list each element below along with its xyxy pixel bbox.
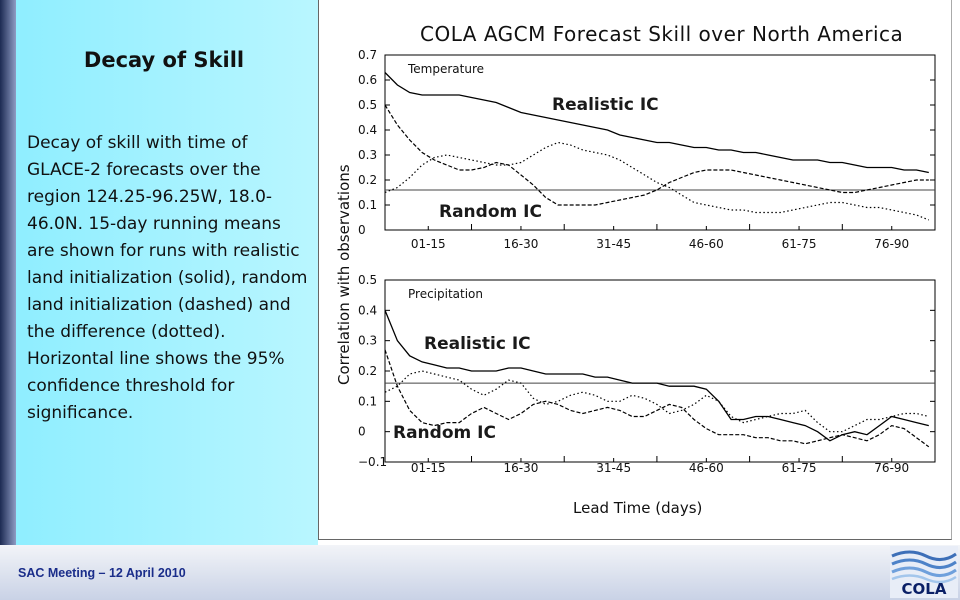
text-panel [16,0,318,545]
footer-bar [0,545,960,600]
precipitation-x-tick-label: 46-60 [689,461,724,475]
precipitation-x-tick-label: 76-90 [874,461,909,475]
temperature-dashed-line [384,104,929,206]
temperature-y-tick-label: 0.3 [358,148,377,162]
precipitation-y-tick-label: 0.2 [358,364,377,378]
temperature-annotation-random-ic: Random IC [439,202,542,222]
temperature-x-tick-label: 01-15 [411,237,446,251]
temperature-y-tick-label: 0.7 [358,48,377,62]
precipitation-annotation-random-ic: Random IC [393,423,496,443]
temperature-x-tick-label: 76-90 [874,237,909,251]
temperature-solid-line [384,72,929,174]
precipitation-x-tick-label: 31-45 [596,461,631,475]
chart-panel [318,0,952,540]
precipitation-y-tick-label: 0.5 [358,273,377,287]
cola-logo-text: COLA [902,580,947,598]
precipitation-y-tick-label: 0.1 [358,394,377,408]
temperature-x-tick-label: 46-60 [689,237,724,251]
precipitation-annotation-realistic-ic: Realistic IC [424,334,531,354]
temperature-annotation-realistic-ic: Realistic IC [552,95,659,115]
slide-body-text: Decay of skill with time of GLACE-2 fore… [27,133,308,423]
temperature-y-tick-label: 0.4 [358,123,377,137]
temperature-y-tick-label: 0.6 [358,73,377,87]
temperature-x-tick-label: 16-30 [504,237,539,251]
footer-text: SAC Meeting – 12 April 2010 [18,566,186,580]
precipitation-x-tick-label: 16-30 [504,461,539,475]
precipitation-dotted-line [384,370,929,433]
precipitation-solid-line [384,310,929,442]
temperature-x-tick-label: 61-75 [782,237,817,251]
temperature-y-tick-label: 0.5 [358,98,377,112]
cola-logo: COLA [890,546,958,598]
forecast-skill-chart: COLA AGCM Forecast Skill over North Amer… [335,22,936,517]
precipitation-y-tick-label: −0.1 [358,455,387,469]
left-accent-strip [0,0,16,545]
chart-title: COLA AGCM Forecast Skill over North Amer… [420,22,903,46]
precipitation-panel-label: Precipitation [408,287,483,301]
temperature-y-tick-label: 0.2 [358,173,377,187]
precipitation-y-tick-label: 0.3 [358,334,377,348]
x-axis-label: Lead Time (days) [573,499,702,517]
temperature-plot-frame [384,54,936,231]
temperature-x-tick-label: 31-45 [596,237,631,251]
precipitation-x-tick-label: 61-75 [782,461,817,475]
y-axis-label: Correlation with observations [335,164,353,385]
temperature-y-tick-label: 0 [358,223,366,237]
precipitation-y-tick-label: 0.4 [358,303,377,317]
precipitation-dashed-line [384,349,930,448]
temperature-panel-label: Temperature [407,62,484,76]
temperature-y-tick-label: 0.1 [358,198,377,212]
slide-title: Decay of Skill [83,48,245,72]
precipitation-x-tick-label: 01-15 [411,461,446,475]
precipitation-y-tick-label: 0 [358,425,366,439]
